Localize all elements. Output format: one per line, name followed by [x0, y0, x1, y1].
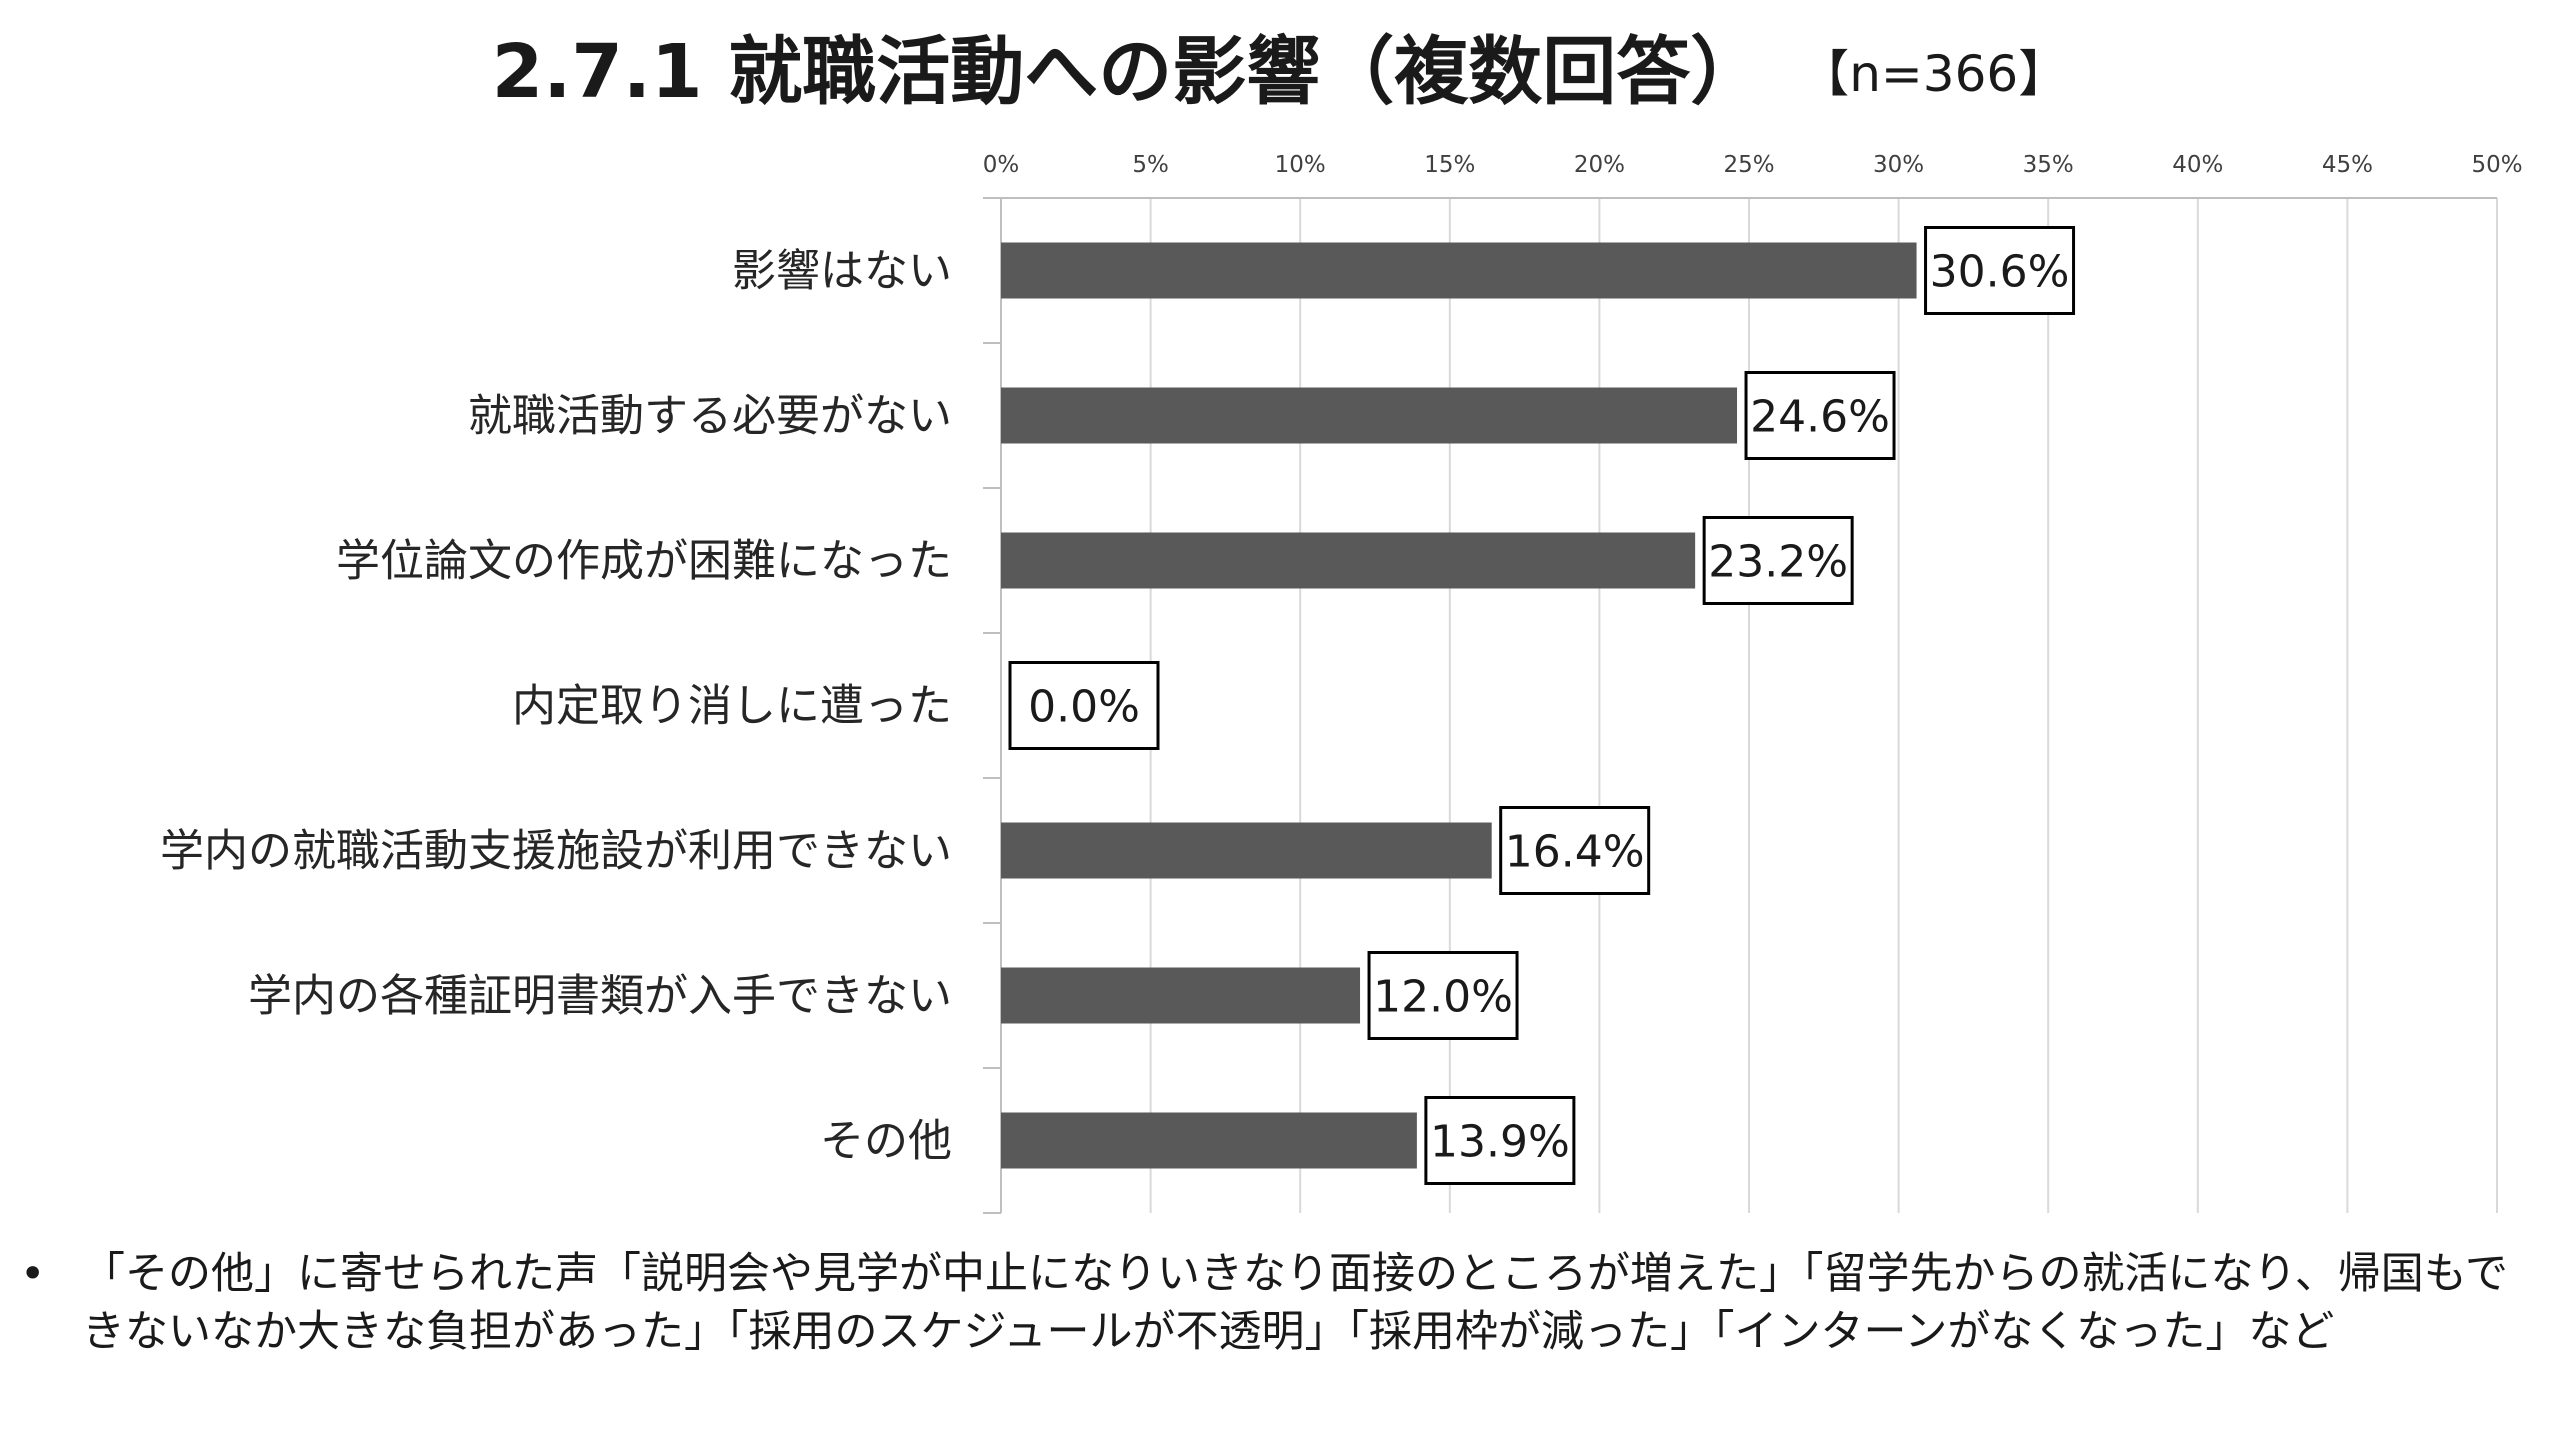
x-tick-label: 25%	[1723, 152, 1774, 178]
data-label-box	[1702, 516, 1854, 605]
category-label: 学内の就職活動支援施設が利用できない	[160, 826, 952, 877]
x-tick-label: 10%	[1275, 152, 1326, 178]
data-label-box	[1008, 661, 1160, 750]
category-label: その他	[820, 1116, 952, 1167]
bar	[1001, 1112, 1417, 1169]
category-label: 学内の各種証明書類が入手できない	[248, 971, 952, 1022]
data-label: 13.9%	[1430, 1117, 1570, 1168]
category-label: 学位論文の作成が困難になった	[336, 536, 952, 587]
chart-title: 2.7.1 就職活動への影響（複数回答） 【n=366】	[0, 22, 2560, 124]
bar	[1001, 967, 1361, 1024]
data-label: 23.2%	[1708, 537, 1848, 588]
data-label-box	[1499, 806, 1651, 895]
bar	[1001, 822, 1492, 879]
category-label: 就職活動する必要がない	[468, 391, 952, 442]
bar	[1001, 242, 1917, 299]
data-label: 30.6%	[1930, 247, 2070, 298]
category-label: 影響はない	[732, 246, 952, 297]
data-label-box	[1924, 226, 2076, 315]
x-tick-label: 45%	[2322, 152, 2373, 178]
note: • 「その他」に寄せられた声「説明会や見学が中止になりいきなり面接のところが増え…	[20, 1245, 2540, 1361]
x-tick-label: 40%	[2172, 152, 2223, 178]
data-label: 0.0%	[1028, 682, 1140, 733]
bar	[1001, 387, 1738, 444]
x-tick-label: 20%	[1574, 152, 1625, 178]
x-tick-label: 5%	[1132, 152, 1169, 178]
bar	[1001, 532, 1696, 589]
x-tick-label: 50%	[2471, 152, 2522, 178]
note-bullet: •	[20, 1249, 46, 1299]
data-label: 12.0%	[1373, 972, 1513, 1023]
bar-chart: 0% 5% 10% 15% 20% 25% 30% 35% 40% 45% 50% 影響はない 30.6…	[160, 152, 2523, 1214]
x-tick-label: 30%	[1873, 152, 1924, 178]
data-label-box	[1367, 951, 1519, 1040]
chart-title-text: 2.7.1 就職活動への影響（複数回答）	[491, 29, 1765, 115]
sample-size: 【n=366】	[1824, 45, 2069, 103]
x-tick-label: 0%	[983, 152, 1020, 178]
note-text: 「その他」に寄せられた声「説明会や見学が中止になりいきなり面接のところが増えた」…	[82, 1249, 2509, 1357]
data-label-box	[1744, 371, 1896, 460]
data-label: 16.4%	[1505, 827, 1645, 878]
category-label: 内定取り消しに遭った	[512, 681, 952, 732]
data-label-box	[1424, 1096, 1576, 1185]
x-tick-label: 15%	[1424, 152, 1475, 178]
data-label: 24.6%	[1750, 392, 1890, 443]
x-tick-label: 35%	[2023, 152, 2074, 178]
